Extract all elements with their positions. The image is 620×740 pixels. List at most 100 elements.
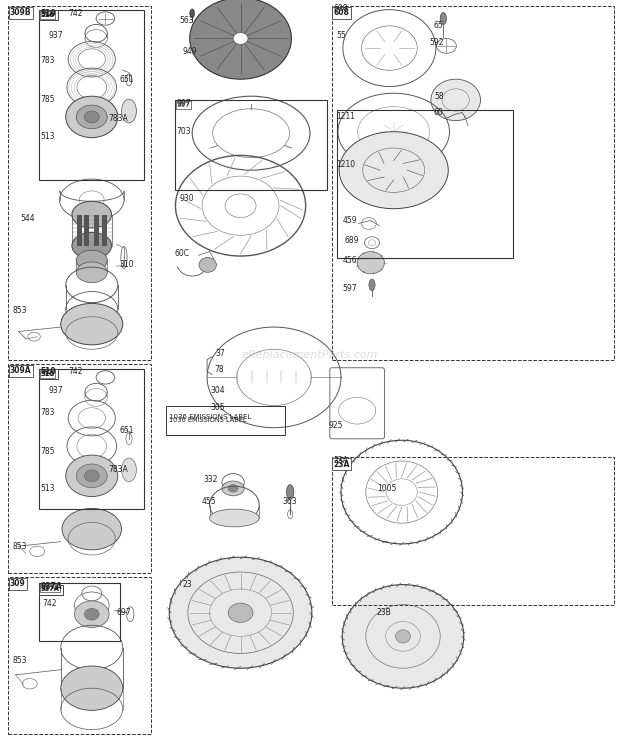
Bar [39,585,63,595]
Ellipse shape [369,279,375,291]
Text: 937A: 937A [40,582,62,591]
Ellipse shape [74,601,109,628]
Ellipse shape [339,132,448,209]
Text: 309: 309 [10,579,25,588]
Ellipse shape [122,458,136,482]
Text: 742: 742 [42,599,56,608]
Text: 949: 949 [183,47,198,56]
Text: 1210: 1210 [337,160,356,169]
Text: 510: 510 [40,9,56,18]
Bar [39,583,120,641]
Bar [39,10,144,180]
Text: 608: 608 [334,4,348,13]
Text: 78: 78 [214,366,224,374]
Text: 332: 332 [203,475,218,484]
Ellipse shape [76,250,107,271]
Text: 58: 58 [434,92,444,101]
Ellipse shape [228,485,238,492]
Text: 23B: 23B [377,608,392,617]
Text: 60C: 60C [175,249,190,258]
Bar [166,406,285,435]
Text: 23A: 23A [334,456,348,465]
Ellipse shape [66,96,118,138]
Text: 513: 513 [40,484,55,493]
Text: 997: 997 [177,102,190,108]
Text: 703: 703 [177,127,192,136]
Text: 697: 697 [117,608,131,617]
Text: 1211: 1211 [337,112,356,121]
Text: 925: 925 [329,421,343,430]
Ellipse shape [233,33,248,44]
Ellipse shape [190,9,195,18]
Ellipse shape [210,509,259,527]
Bar [84,215,89,246]
Ellipse shape [76,464,107,488]
Text: 304: 304 [211,386,226,395]
Text: 309A: 309A [10,366,32,375]
Text: 1005: 1005 [377,484,396,493]
Ellipse shape [440,13,446,24]
Text: 783: 783 [40,56,55,65]
Text: 513: 513 [40,132,55,141]
Text: 544: 544 [20,214,35,223]
Text: 785: 785 [40,447,55,456]
Bar [8,6,151,360]
Text: 37: 37 [216,349,226,358]
Text: 783A: 783A [108,465,128,474]
Bar [332,457,614,605]
Ellipse shape [84,111,99,123]
Text: 305: 305 [211,403,226,411]
Ellipse shape [286,485,294,500]
Ellipse shape [122,99,136,123]
Bar [39,369,144,509]
Bar [39,10,58,20]
Text: 510: 510 [40,371,55,377]
Ellipse shape [76,105,107,129]
Ellipse shape [84,608,99,620]
Ellipse shape [396,630,410,643]
Ellipse shape [66,455,118,497]
Bar [39,369,58,379]
Bar [102,215,107,246]
Text: eReplacementParts.com: eReplacementParts.com [242,350,378,360]
Text: 510: 510 [40,367,56,376]
Text: 597: 597 [342,284,357,293]
Ellipse shape [72,201,112,228]
Ellipse shape [342,585,464,688]
Ellipse shape [228,603,253,622]
Text: 592: 592 [429,38,443,47]
Text: 783: 783 [40,408,55,417]
Text: 563: 563 [180,16,195,25]
Ellipse shape [62,508,122,550]
Bar [332,6,614,360]
Text: 455: 455 [202,497,216,506]
Text: 55: 55 [337,31,347,40]
Text: 23A: 23A [334,460,350,468]
Text: 310: 310 [120,260,134,269]
Text: 651: 651 [119,426,133,435]
Text: 510: 510 [40,12,55,18]
Bar [94,215,99,246]
Text: 510: 510 [41,12,55,18]
Text: 997: 997 [177,99,192,108]
Text: 937A: 937A [41,585,59,591]
Text: 937A: 937A [40,586,60,592]
Bar [175,100,327,190]
Text: 459: 459 [342,216,357,225]
Text: 937: 937 [48,31,63,40]
Text: 785: 785 [40,95,55,104]
Bar [8,577,151,734]
Text: 853: 853 [12,542,27,551]
Ellipse shape [76,262,107,283]
Text: 742: 742 [68,367,82,376]
Bar [337,110,513,258]
Ellipse shape [431,79,480,121]
Text: 456: 456 [342,256,357,265]
Text: 689: 689 [344,236,358,245]
Text: 23: 23 [183,580,193,589]
Text: 651: 651 [119,75,133,84]
Text: 1036 EMISSIONS LABEL: 1036 EMISSIONS LABEL [169,417,246,423]
Ellipse shape [222,481,244,496]
Ellipse shape [357,252,384,274]
Text: 1036 EMISSIONS LABEL: 1036 EMISSIONS LABEL [169,414,251,420]
